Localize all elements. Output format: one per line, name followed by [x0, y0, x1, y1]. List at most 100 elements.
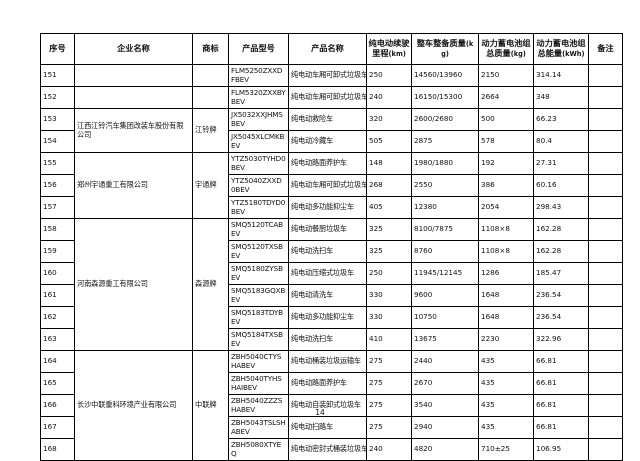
- row-note: [588, 196, 623, 219]
- battery-energy: 162.28: [533, 240, 589, 263]
- company-name: 郑州宇通重工有限公司: [74, 152, 193, 219]
- battery-energy: 27.31: [533, 152, 589, 175]
- electric-range: 240: [366, 86, 412, 109]
- battery-energy: 66.81: [533, 350, 589, 373]
- product-model: YTZ5030TYHD0BEV: [228, 152, 289, 175]
- column-header-product-name: 产品名称: [288, 33, 367, 65]
- battery-energy: 348: [533, 86, 589, 109]
- product-name: 纯电动压缩式垃圾车: [288, 262, 367, 285]
- battery-mass-header-unit: (kg): [510, 49, 526, 58]
- battery-energy-header-unit: (kWh): [562, 49, 585, 58]
- row-index: 152: [40, 86, 75, 109]
- electric-range: 405: [366, 196, 412, 219]
- battery-mass: 1108×8: [478, 218, 534, 241]
- battery-energy-header-line2: 总能量: [537, 47, 563, 58]
- table-row: 156 YTZ5040ZXXD0BEV 纯电动车厢可卸式垃圾车 268 2550 386 6…: [40, 174, 623, 197]
- battery-energy: 185.47: [533, 262, 589, 285]
- electric-range: 330: [366, 306, 412, 329]
- product-model: ZBH5080XTYEQ: [228, 438, 289, 461]
- row-index: 154: [40, 130, 75, 153]
- curb-mass: 2670: [411, 372, 479, 395]
- table-row: 164 长沙中联重科环境产业有限公司 中联牌 ZBH5040CTYSHABEV 纯电动桶…: [40, 350, 623, 461]
- table-row: 155 郑州宇通重工有限公司 宇通牌 YTZ5030TYHD0BEV 纯电动路面养护车 1…: [40, 152, 623, 219]
- electric-range: 320: [366, 108, 412, 131]
- product-model: JX5032XXJHMSBEV: [228, 108, 289, 131]
- range-header-line2: 里程: [372, 47, 389, 58]
- product-model: SMQ5183TDYBEV: [228, 306, 289, 329]
- product-name: 纯电动车厢可卸式垃圾车: [288, 86, 367, 109]
- product-name: 纯电动洗扫车: [288, 328, 367, 351]
- curb-mass: 8760: [411, 240, 479, 263]
- column-header-brand: 商标: [192, 33, 229, 65]
- product-name: 纯电动洗扫车: [288, 240, 367, 263]
- battery-energy: 106.95: [533, 438, 589, 461]
- battery-energy: 60.16: [533, 174, 589, 197]
- curb-mass-header-text: 整车整备质量: [416, 38, 466, 49]
- row-index: 167: [40, 416, 75, 439]
- row-index: 151: [40, 64, 75, 87]
- electric-range: 275: [366, 416, 412, 439]
- column-header-index: 序号: [40, 33, 75, 65]
- row-note: [588, 284, 623, 307]
- curb-mass: 2875: [411, 130, 479, 153]
- battery-mass: 2664: [478, 86, 534, 109]
- row-index: 164: [40, 350, 75, 373]
- curb-mass: 2440: [411, 350, 479, 373]
- table-row: 167 ZBH5043TSLSHABEV 纯电动扫路车 275 2940 435 66.81: [40, 416, 623, 439]
- row-index: 157: [40, 196, 75, 219]
- battery-mass: 386: [478, 174, 534, 197]
- product-model: FLM5250ZXXDFBEV: [228, 64, 289, 87]
- product-name: 纯电动路面养护车: [288, 372, 367, 395]
- battery-energy: 298.43: [533, 196, 589, 219]
- battery-energy-header-line1: 动力蓄电池组: [536, 38, 586, 49]
- curb-mass-header-unit: (kg): [441, 40, 474, 58]
- battery-mass-header-line1: 动力蓄电池组: [481, 38, 531, 49]
- product-model: SMQ5184TXSBEV: [228, 328, 289, 351]
- curb-mass: 10750: [411, 306, 479, 329]
- battery-mass: 1108×8: [478, 240, 534, 263]
- table-row: 157 YTZ5180TDYD0BEV 纯电动多功能抑尘车 405 12380 2054 2…: [40, 196, 623, 219]
- row-note: [588, 416, 623, 439]
- column-header-note: 备注: [588, 33, 623, 65]
- electric-range: 250: [366, 262, 412, 285]
- table-row: 152 FLM5320ZXXBYBEV 纯电动车厢可卸式垃圾车 240 16150/15…: [40, 86, 623, 109]
- row-note: [588, 86, 623, 109]
- row-index: 168: [40, 438, 75, 461]
- column-header-curb-mass: 整车整备质量(kg): [411, 33, 479, 65]
- row-note: [588, 130, 623, 153]
- electric-range: 250: [366, 64, 412, 87]
- electric-range: 410: [366, 328, 412, 351]
- row-note: [588, 64, 623, 87]
- product-model: JX5045XLCMKBEV: [228, 130, 289, 153]
- product-name: 纯电动多功能抑尘车: [288, 306, 367, 329]
- product-model: ZBH5043TSLSHABEV: [228, 416, 289, 439]
- battery-mass: 2230: [478, 328, 534, 351]
- battery-mass: 2150: [478, 64, 534, 87]
- battery-energy: 236.54: [533, 306, 589, 329]
- company-name: 长沙中联重科环境产业有限公司: [74, 350, 193, 461]
- product-name: 纯电动救险车: [288, 108, 367, 131]
- row-note: [588, 174, 623, 197]
- row-note: [588, 108, 623, 131]
- curb-mass: 14560/13960: [411, 64, 479, 87]
- column-header-company: 企业名称: [74, 33, 193, 65]
- row-note: [588, 328, 623, 351]
- company-name: [74, 86, 193, 109]
- electric-range: 505: [366, 130, 412, 153]
- row-note: [588, 306, 623, 329]
- product-name: 纯电动清洗车: [288, 284, 367, 307]
- row-note: [588, 438, 623, 461]
- battery-energy: 80.4: [533, 130, 589, 153]
- battery-mass: 435: [478, 372, 534, 395]
- table-row: 154 JX5045XLCMKBEV 纯电动冷藏车 505 2875 578 80.4: [40, 130, 623, 153]
- battery-energy: 314.14: [533, 64, 589, 87]
- row-index: 159: [40, 240, 75, 263]
- product-name: 纯电动车厢可卸式垃圾车: [288, 64, 367, 87]
- row-index: 160: [40, 262, 75, 285]
- row-index: 161: [40, 284, 75, 307]
- row-note: [588, 152, 623, 175]
- row-note: [588, 262, 623, 285]
- range-header-line1: 纯电动续驶: [368, 38, 410, 49]
- electric-range: 325: [366, 218, 412, 241]
